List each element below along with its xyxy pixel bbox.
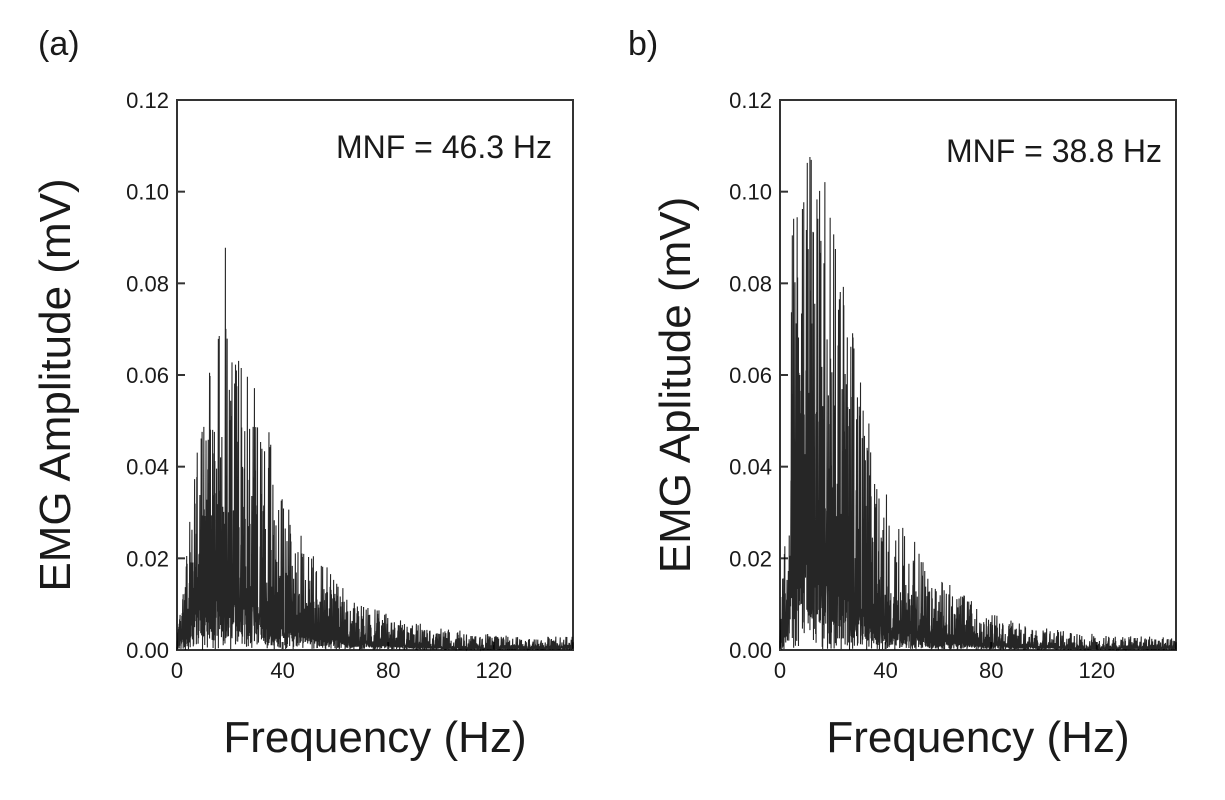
panel-b-mnf-annotation: MNF = 38.8 Hz — [946, 133, 1162, 169]
spectrum-trace — [779, 157, 1177, 652]
y-tick-label: 0.04 — [729, 455, 772, 480]
panel-b-y-axis-label: EMG Aplitude (mV) — [651, 197, 700, 574]
x-tick-label: 0 — [171, 658, 183, 683]
panel-a: (a) EMG Amplitude (mV) Frequency (Hz) MN… — [31, 25, 574, 762]
panel-b-label: b) — [628, 25, 658, 63]
y-tick-label: 0.10 — [126, 180, 169, 205]
y-tick-label: 0.06 — [729, 363, 772, 388]
panel-a-spectrum — [176, 247, 574, 652]
x-tick-label: 40 — [270, 658, 294, 683]
x-tick-label: 40 — [873, 658, 897, 683]
x-tick-label: 80 — [979, 658, 1003, 683]
y-tick-label: 0.06 — [126, 363, 169, 388]
y-tick-label: 0.12 — [729, 88, 772, 113]
y-tick-label: 0.00 — [126, 638, 169, 663]
panel-b-y-ticks: 0.00 0.02 0.04 0.06 0.08 0.10 0.12 — [729, 88, 788, 663]
y-tick-label: 0.02 — [126, 546, 169, 571]
x-tick-label: 120 — [475, 658, 512, 683]
panel-a-y-ticks: 0.00 0.02 0.04 0.06 0.08 0.10 0.12 — [126, 88, 185, 663]
spectrum-trace — [176, 247, 574, 652]
panel-a-x-ticks: 0 40 80 120 — [171, 642, 512, 683]
y-tick-label: 0.10 — [729, 180, 772, 205]
x-tick-label: 120 — [1078, 658, 1115, 683]
panel-b-x-ticks: 0 40 80 120 — [774, 642, 1115, 683]
x-tick-label: 0 — [774, 658, 786, 683]
x-tick-label: 80 — [376, 658, 400, 683]
y-tick-label: 0.08 — [729, 271, 772, 296]
y-tick-label: 0.04 — [126, 455, 169, 480]
y-tick-label: 0.02 — [729, 546, 772, 571]
panel-a-mnf-annotation: MNF = 46.3 Hz — [336, 129, 552, 165]
panel-a-y-axis-label: EMG Amplitude (mV) — [31, 178, 80, 591]
panel-b-spectrum — [779, 157, 1177, 652]
panel-b: b) EMG Aplitude (mV) Frequency (Hz) MNF … — [628, 25, 1177, 762]
y-tick-label: 0.08 — [126, 271, 169, 296]
panel-a-x-axis-label: Frequency (Hz) — [223, 713, 526, 762]
panel-b-x-axis-label: Frequency (Hz) — [826, 713, 1129, 762]
y-tick-label: 0.00 — [729, 638, 772, 663]
y-tick-label: 0.12 — [126, 88, 169, 113]
panel-a-label: (a) — [38, 25, 80, 63]
